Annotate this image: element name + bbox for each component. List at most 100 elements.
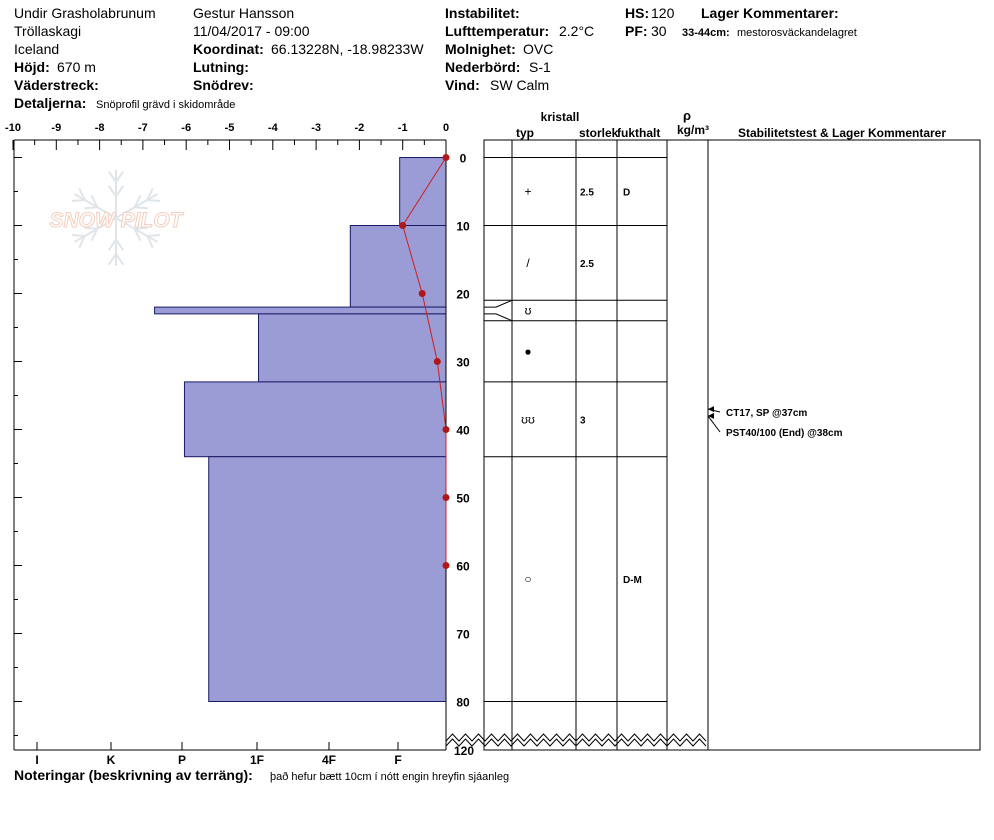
wind-value: SW Calm: [490, 77, 550, 93]
temp-tick-label: -8: [95, 122, 105, 134]
grain-size-value: 2.5: [580, 188, 594, 199]
temperature-point: [418, 290, 426, 297]
hardness-tick-label: 1F: [250, 753, 264, 767]
stability-test-label: CT17, SP @37cm: [726, 408, 807, 419]
snowflake-icon: [71, 170, 161, 266]
pf-value: 30: [651, 23, 667, 39]
thin-layer-connector: [484, 299, 513, 322]
snowflake-branch: [133, 228, 142, 241]
temp-tick-label: -7: [138, 122, 148, 134]
grain-type-symbol: ●: [524, 344, 531, 358]
grain-type-symbol: +: [524, 185, 531, 199]
moisture-header: fukthalt: [617, 126, 660, 140]
hardness-tick-label: I: [35, 753, 38, 767]
layer-table: [445, 139, 981, 751]
snowflake-branch: [90, 195, 99, 208]
snowflake-branch: [107, 170, 117, 183]
hardness-tick-label: K: [107, 753, 116, 767]
stability-test-label: PST40/100 (End) @38cm: [726, 428, 843, 439]
hs-label: HS:: [625, 5, 650, 21]
depth-tick-label: 10: [456, 220, 470, 234]
temp-tick-label: -2: [355, 122, 365, 134]
hardness-tick-label: F: [394, 753, 401, 767]
temperature-point: [442, 562, 450, 569]
temperature-point: [433, 358, 441, 365]
size-header: storlek: [579, 126, 619, 140]
layer-comment-range: 33-44cm:: [682, 27, 730, 39]
break-zigzag: [445, 733, 707, 742]
depth-tick-label: 40: [456, 424, 470, 438]
snowflake-branch: [107, 239, 117, 251]
snowflake-arm: [73, 217, 117, 243]
observer-name: Gestur Hansson: [193, 5, 295, 21]
temp-tick-label: -1: [398, 122, 408, 134]
snowflake-branch: [107, 185, 117, 197]
depth-tick-label: 60: [456, 560, 470, 574]
country-name: Iceland: [14, 41, 60, 57]
snowflake-branch: [78, 235, 86, 249]
snowflake-branch: [115, 170, 125, 183]
snowflake-branch: [115, 253, 125, 266]
sky-value: OVC: [523, 41, 554, 57]
pf-label: PF:: [625, 23, 648, 39]
snowflake-branch: [147, 234, 161, 237]
grain-size-value: 2.5: [580, 259, 594, 270]
snowflake-branch: [71, 199, 85, 202]
break-zigzag-lower: [445, 738, 707, 747]
table-frame: [483, 139, 981, 751]
temperature-series: [399, 154, 450, 569]
density-unit: kg/m³: [677, 123, 709, 137]
aspect-label: Väderstreck:: [14, 77, 99, 93]
hardness-tick-label: P: [178, 753, 186, 767]
snowflake-arm: [115, 217, 159, 243]
temp-tick-label: -9: [51, 122, 61, 134]
snowflake-arm: [73, 193, 117, 219]
depth-tick-label: 70: [456, 628, 470, 642]
snowflake-branch: [115, 185, 125, 197]
snowflake-branch: [71, 234, 85, 237]
air-temperature-label: Lufttemperatur:: [445, 23, 550, 39]
hs-value: 120: [651, 5, 675, 21]
grain-type-symbol: ○: [524, 572, 531, 586]
instability-label: Instabilitet:: [445, 5, 520, 21]
temp-tick-label: -4: [268, 122, 279, 134]
temp-tick-label: 0: [443, 122, 449, 134]
hardness-bar: [349, 225, 447, 308]
type-header: typ: [516, 126, 534, 140]
grain-type-symbol: /: [526, 256, 530, 270]
coordinate-value: 66.13228N, -18.98233W: [271, 41, 424, 57]
depth-tick-label: 80: [456, 696, 470, 710]
grain-type-symbol: ʊʊ: [521, 412, 535, 426]
stability-test-arrow: [707, 415, 721, 433]
stability-test-arrowhead: [708, 412, 714, 419]
hardness-profile: [154, 157, 447, 703]
slope-label: Lutning:: [193, 59, 249, 75]
sky-label: Molnighet:: [445, 41, 516, 57]
temperature-point: [442, 494, 450, 501]
temp-tick-label: -3: [311, 122, 321, 134]
snowflake-branch: [133, 195, 142, 208]
temp-tick-label: -6: [181, 122, 191, 134]
hardness-bar: [183, 381, 447, 458]
elevation-label: Höjd:: [14, 59, 50, 75]
hardness-tick-label: 4F: [322, 753, 336, 767]
observation-datetime: 11/04/2017 - 09:00: [193, 23, 310, 39]
details-value: Snöprofil grävd i skidområde: [96, 99, 236, 111]
hardness-bar: [154, 306, 447, 315]
snowflake-branch: [84, 226, 98, 230]
area-name: Tröllaskagi: [14, 23, 82, 39]
notes-value: það hefur bætt 10cm í nótt engin hreyfin…: [270, 771, 510, 783]
snowflake-branch: [107, 253, 117, 266]
snow-pilot-logo: SNOW PILOT: [49, 170, 185, 266]
temperature-point: [442, 154, 450, 161]
wind-loading-label: Snödrev:: [193, 77, 254, 93]
details-label: Detaljerna:: [14, 95, 87, 111]
hardness-bar: [208, 456, 447, 703]
precipitation-label: Nederbörd:: [445, 59, 521, 75]
wind-label: Vind:: [445, 77, 480, 93]
stability-test-arrowhead: [708, 406, 714, 413]
crystal-header: kristall: [541, 110, 580, 124]
temperature-axes: -10 -9 -8 -7 -6 -5 -4 -3 -2 -1 0010203040506070801…: [5, 122, 474, 767]
hardness-bar: [258, 313, 447, 383]
depth-tick-label: 30: [456, 356, 470, 370]
